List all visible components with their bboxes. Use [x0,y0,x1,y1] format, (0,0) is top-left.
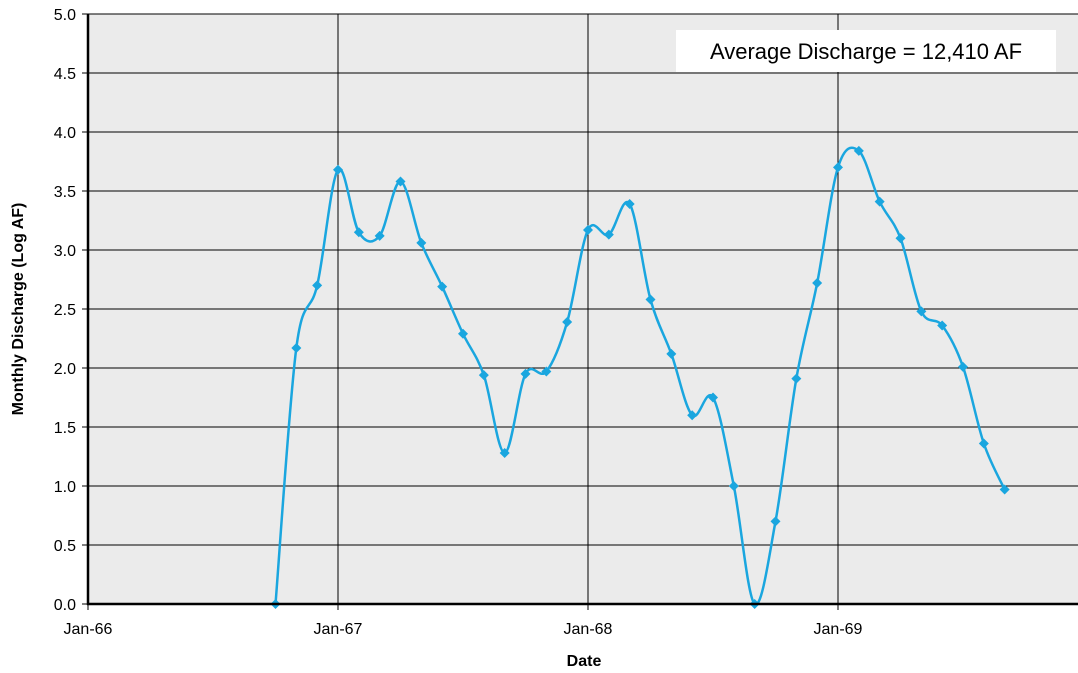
data-point [562,316,573,327]
y-tick-label: 2.5 [54,302,76,319]
y-tick-label: 0.5 [54,538,76,555]
x-axis-title: Date [567,653,602,670]
y-tick-label: 1.0 [54,479,76,496]
data-point [603,229,614,240]
data-point [437,281,448,292]
data-point [666,348,677,359]
y-tick-label: 5.0 [54,7,76,24]
data-point [833,162,843,173]
tick-labels: 0.0 0.5 1.0 1.5 2.0 2.5 3.0 3.5 4.0 4.5 5.0 Jan-66 J… [54,7,863,638]
data-point [874,196,885,207]
annotation-text: Average Discharge = 12,410 AF [710,39,1022,64]
y-tick-label: 3.5 [54,184,76,201]
data-point [541,366,552,377]
data-point [520,368,531,379]
data-point [687,410,698,421]
y-axis-title: Monthly Discharge (Log AF) [10,203,27,416]
data-point [937,320,948,331]
axes [82,13,1078,610]
data-point [353,227,364,238]
data-point [999,484,1010,495]
y-tick-label: 1.5 [54,420,76,437]
data-point [395,176,406,187]
data-point [291,342,302,353]
data-point [791,373,802,384]
data-point [853,145,864,156]
data-point [895,233,906,244]
y-tick-label: 3.0 [54,243,76,260]
annotation-box [676,30,1056,72]
data-point [416,237,427,248]
data-point [812,278,823,289]
data-point [770,516,781,527]
x-tick-label: Jan-69 [814,621,863,638]
data-point [458,328,468,339]
y-tick-label: 4.5 [54,66,76,83]
y-tick-label: 4.0 [54,125,76,142]
annotation: Average Discharge = 12,410 AF [676,30,1056,72]
data-point [958,361,968,372]
series-group [270,145,1010,609]
data-point [978,438,989,449]
data-point [708,392,718,403]
data-point [645,294,656,305]
y-tick-label: 0.0 [54,597,76,614]
x-tick-label: Jan-66 [64,621,113,638]
data-point [583,224,593,235]
data-point [333,164,343,175]
grid-lines [88,13,1078,604]
y-tick-label: 2.0 [54,361,76,378]
data-point [499,447,510,458]
data-point [312,280,323,291]
x-tick-label: Jan-68 [564,621,613,638]
data-point [916,306,927,317]
data-point [728,481,739,491]
x-tick-label: Jan-67 [314,621,363,638]
data-point [624,198,635,209]
data-point [374,230,385,241]
data-point [478,370,489,381]
